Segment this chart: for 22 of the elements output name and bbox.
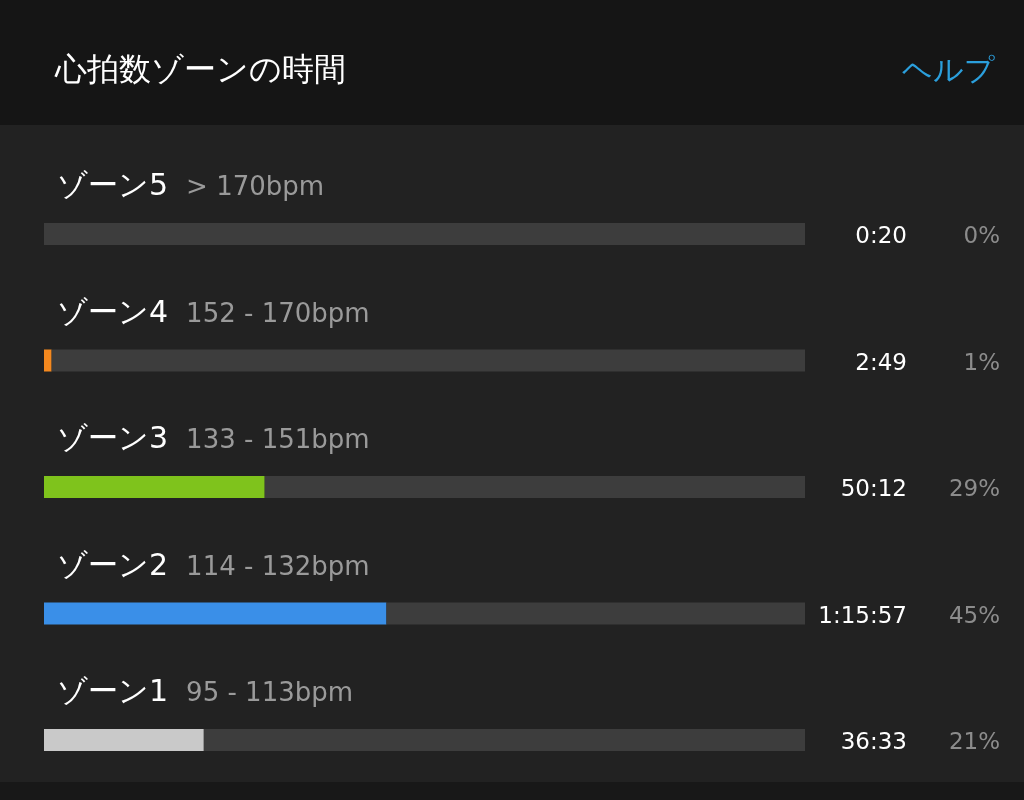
chart-title: 心拍数ゾーンの時間	[54, 50, 346, 88]
text: 0:20	[855, 222, 907, 248]
data-label: 21%	[948, 728, 1000, 754]
y-tick-label: ゾーン2	[57, 546, 169, 582]
text: 36:33	[840, 728, 907, 754]
y-tick-label: ゾーン3	[57, 420, 169, 455]
y-tick-label: ゾーン5	[57, 167, 169, 202]
annotation: > 170bpm	[186, 171, 325, 201]
text: 50:12	[840, 475, 907, 501]
data-label: 29%	[948, 475, 1000, 501]
text: 2:49	[855, 348, 907, 375]
text: ヘルプ	[902, 52, 995, 87]
y-tick-label: ゾーン4	[57, 293, 169, 329]
annotation: 152 - 170bpm	[186, 297, 370, 328]
annotation: 114 - 132bpm	[186, 550, 370, 581]
y-tick-label: ゾーン1	[57, 673, 169, 708]
data-label: 45%	[948, 601, 1000, 628]
text: 1:15:57	[818, 601, 907, 628]
annotation: 133 - 151bpm	[186, 424, 370, 454]
data-label: 1%	[963, 348, 1000, 375]
annotation: 95 - 113bpm	[186, 677, 354, 707]
data-label: 0%	[963, 222, 1000, 248]
